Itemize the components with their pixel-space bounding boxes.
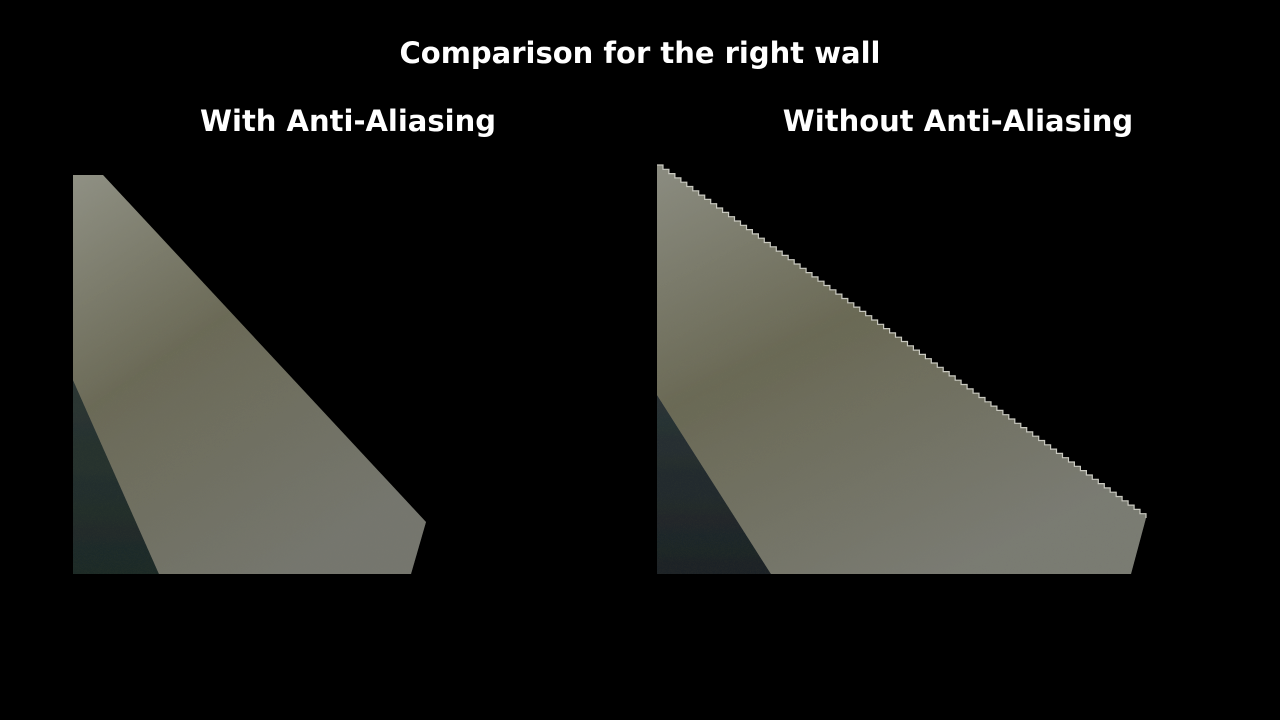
wall-face — [657, 165, 1146, 574]
wall-render-jagged — [657, 164, 1147, 574]
shadow-wall — [657, 395, 771, 574]
wall-image-without-anti-aliasing — [645, 160, 1205, 580]
slide-title: Comparison for the right wall — [399, 36, 881, 70]
panel-heading-without-aa: Without Anti-Aliasing — [782, 104, 1134, 138]
aliased-edge-highlight — [657, 164, 1147, 518]
shadow-wall — [73, 380, 159, 574]
panel-heading-with-aa: With Anti-Aliasing — [200, 104, 496, 138]
wall-render-smooth — [73, 175, 426, 574]
wall-image-with-anti-aliasing — [60, 160, 620, 580]
wall-face — [73, 175, 426, 574]
